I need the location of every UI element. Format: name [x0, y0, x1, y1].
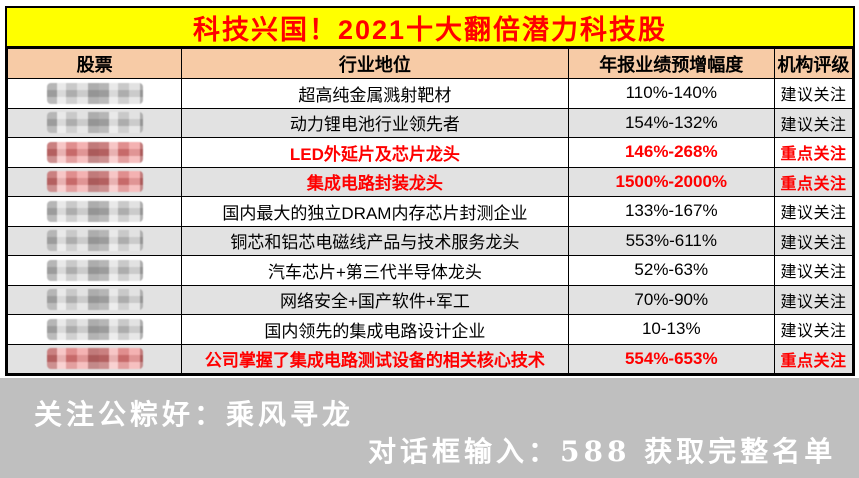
stock-name-cell	[6, 255, 183, 286]
rating-cell: 重点关注	[773, 166, 854, 197]
column-header-rating: 机构评级	[773, 48, 854, 79]
stock-name-cell	[6, 196, 183, 227]
column-header-position: 行业地位	[181, 48, 569, 79]
rating-cell: 重点关注	[773, 137, 854, 168]
table-row: 动力锂电池行业领先者 154%-132% 建议关注	[6, 107, 854, 138]
table-row: 集成电路封装龙头 1500%-2000% 重点关注	[6, 166, 854, 197]
rating-cell: 建议关注	[773, 225, 854, 256]
stock-name-cell	[6, 78, 183, 109]
stock-name-cell	[6, 314, 183, 345]
industry-position-cell: 集成电路封装龙头	[181, 166, 569, 197]
table-row: 国内最大的独立DRAM内存芯片封测企业 133%-167% 建议关注	[6, 196, 854, 227]
growth-range-cell: 52%-63%	[567, 255, 775, 286]
column-header-stock: 股票	[6, 48, 183, 79]
censored-stock-name	[46, 318, 143, 340]
censored-stock-name	[46, 200, 143, 222]
stock-table: 股票 行业地位 年报业绩预增幅度 机构评级 超高纯金属溅射靶材 110%-140…	[6, 48, 854, 374]
industry-position-cell: 超高纯金属溅射靶材	[181, 78, 569, 109]
rating-cell: 重点关注	[773, 343, 854, 374]
stock-name-cell	[6, 107, 183, 138]
table-row: 铜芯和铝芯电磁线产品与技术服务龙头 553%-611% 建议关注	[6, 225, 854, 256]
censored-stock-name	[46, 82, 143, 104]
censored-stock-name	[46, 289, 143, 311]
censored-stock-name	[46, 348, 143, 370]
stock-table-sheet: 科技兴国！2021十大翻倍潜力科技股 股票 行业地位 年报业绩预增幅度 机构评级…	[5, 6, 855, 376]
censored-stock-name	[46, 230, 143, 252]
rating-cell: 建议关注	[773, 255, 854, 286]
footer-banner: 关注公粽好：乘风寻龙 对话框输入：588 获取完整名单	[0, 378, 859, 478]
stock-name-cell	[6, 343, 183, 374]
table-row: 超高纯金属溅射靶材 110%-140% 建议关注	[6, 78, 854, 109]
growth-range-cell: 553%-611%	[567, 225, 775, 256]
table-row: 公司掌握了集成电路测试设备的相关核心技术 554%-653% 重点关注	[6, 343, 854, 374]
rating-cell: 建议关注	[773, 107, 854, 138]
stock-name-cell	[6, 225, 183, 256]
growth-range-cell: 133%-167%	[567, 196, 775, 227]
growth-range-cell: 10-13%	[567, 314, 775, 345]
growth-range-cell: 70%-90%	[567, 284, 775, 315]
rating-cell: 建议关注	[773, 196, 854, 227]
rating-cell: 建议关注	[773, 314, 854, 345]
industry-position-cell: 公司掌握了集成电路测试设备的相关核心技术	[181, 343, 569, 374]
censored-stock-name	[46, 259, 143, 281]
watermark-line-2: 对话框输入：588 获取完整名单	[368, 435, 837, 468]
industry-position-cell: 网络安全+国产软件+军工	[181, 284, 569, 315]
rating-cell: 建议关注	[773, 284, 854, 315]
growth-range-cell: 146%-268%	[567, 137, 775, 168]
stock-name-cell	[6, 137, 183, 168]
censored-stock-name	[46, 141, 143, 163]
table-row: 网络安全+国产软件+军工 70%-90% 建议关注	[6, 284, 854, 315]
watermark-line-1: 关注公粽好：乘风寻龙	[34, 398, 355, 431]
industry-position-cell: 动力锂电池行业领先者	[181, 107, 569, 138]
growth-range-cell: 554%-653%	[567, 343, 775, 374]
column-header-growth: 年报业绩预增幅度	[567, 48, 775, 79]
growth-range-cell: 110%-140%	[567, 78, 775, 109]
growth-range-cell: 154%-132%	[567, 107, 775, 138]
stock-name-cell	[6, 284, 183, 315]
table-row: 国内领先的集成电路设计企业 10-13% 建议关注	[6, 314, 854, 345]
table-row: 汽车芯片+第三代半导体龙头 52%-63% 建议关注	[6, 255, 854, 286]
page-title: 科技兴国！2021十大翻倍潜力科技股	[7, 8, 853, 48]
growth-range-cell: 1500%-2000%	[567, 166, 775, 197]
censored-stock-name	[46, 112, 143, 134]
industry-position-cell: 国内最大的独立DRAM内存芯片封测企业	[181, 196, 569, 227]
table-row: LED外延片及芯片龙头 146%-268% 重点关注	[6, 137, 854, 168]
table-header-row: 股票 行业地位 年报业绩预增幅度 机构评级	[6, 48, 854, 79]
censored-stock-name	[46, 171, 143, 193]
industry-position-cell: 铜芯和铝芯电磁线产品与技术服务龙头	[181, 225, 569, 256]
industry-position-cell: 汽车芯片+第三代半导体龙头	[181, 255, 569, 286]
rating-cell: 建议关注	[773, 78, 854, 109]
industry-position-cell: LED外延片及芯片龙头	[181, 137, 569, 168]
industry-position-cell: 国内领先的集成电路设计企业	[181, 314, 569, 345]
stock-name-cell	[6, 166, 183, 197]
